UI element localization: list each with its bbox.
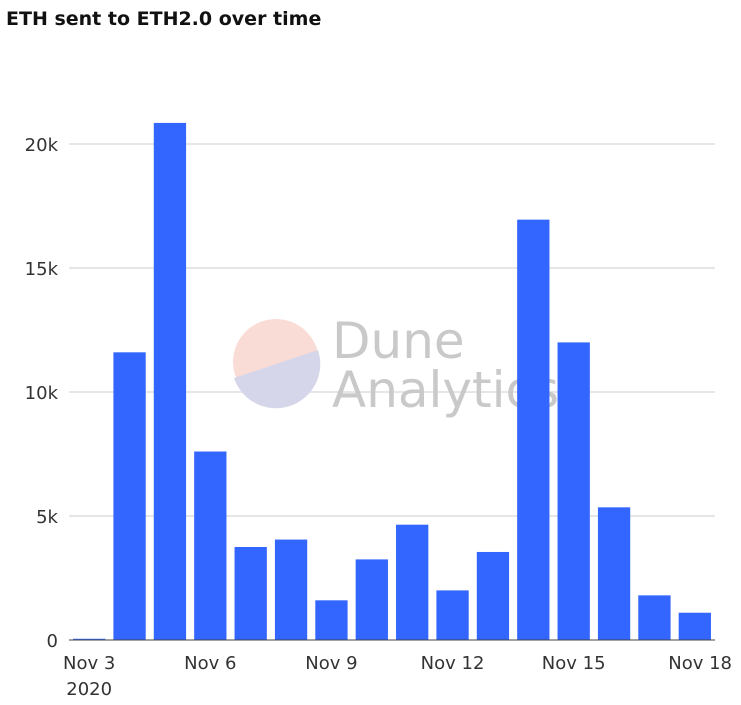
- bar[interactable]: [638, 595, 671, 640]
- bar[interactable]: [274, 539, 308, 640]
- bar[interactable]: [678, 612, 711, 640]
- y-tick-label: 20k: [25, 135, 59, 156]
- y-tick-label: 5k: [36, 507, 58, 528]
- bar[interactable]: [355, 559, 388, 640]
- bar[interactable]: [315, 600, 348, 640]
- bar[interactable]: [476, 551, 510, 640]
- x-tick-label: Nov 12: [421, 653, 485, 674]
- bar[interactable]: [557, 342, 590, 640]
- y-tick-label: 10k: [25, 383, 59, 404]
- y-axis: 0 5k 10k 15k 20k: [25, 135, 59, 652]
- bars: [69, 122, 715, 641]
- x-tick-label: Nov 6: [184, 653, 236, 674]
- bar[interactable]: [153, 122, 187, 641]
- dune-analytics-watermark: Dune Analytics: [233, 312, 559, 419]
- watermark-logo-bottom: [234, 350, 321, 409]
- watermark-line1: Dune: [332, 312, 465, 370]
- bar[interactable]: [597, 507, 631, 640]
- chart-title: ETH sent to ETH2.0 over time: [6, 8, 322, 30]
- x-axis: Nov 3 Nov 6 Nov 9 Nov 12 Nov 15 Nov 18 2020: [63, 653, 732, 700]
- bar[interactable]: [194, 451, 227, 640]
- bar[interactable]: [517, 219, 550, 640]
- x-tick-label: Nov 18: [668, 653, 732, 674]
- y-tick-label: 0: [47, 631, 58, 652]
- bar[interactable]: [396, 524, 429, 640]
- bar[interactable]: [73, 638, 106, 640]
- x-tick-label: Nov 15: [542, 653, 606, 674]
- x-tick-label: Nov 9: [305, 653, 357, 674]
- bar[interactable]: [436, 590, 469, 640]
- x-tick-label: Nov 3: [63, 653, 115, 674]
- bar[interactable]: [113, 352, 146, 640]
- x-tick-year-label: 2020: [66, 679, 112, 700]
- y-tick-label: 15k: [25, 259, 59, 280]
- bar[interactable]: [234, 547, 267, 640]
